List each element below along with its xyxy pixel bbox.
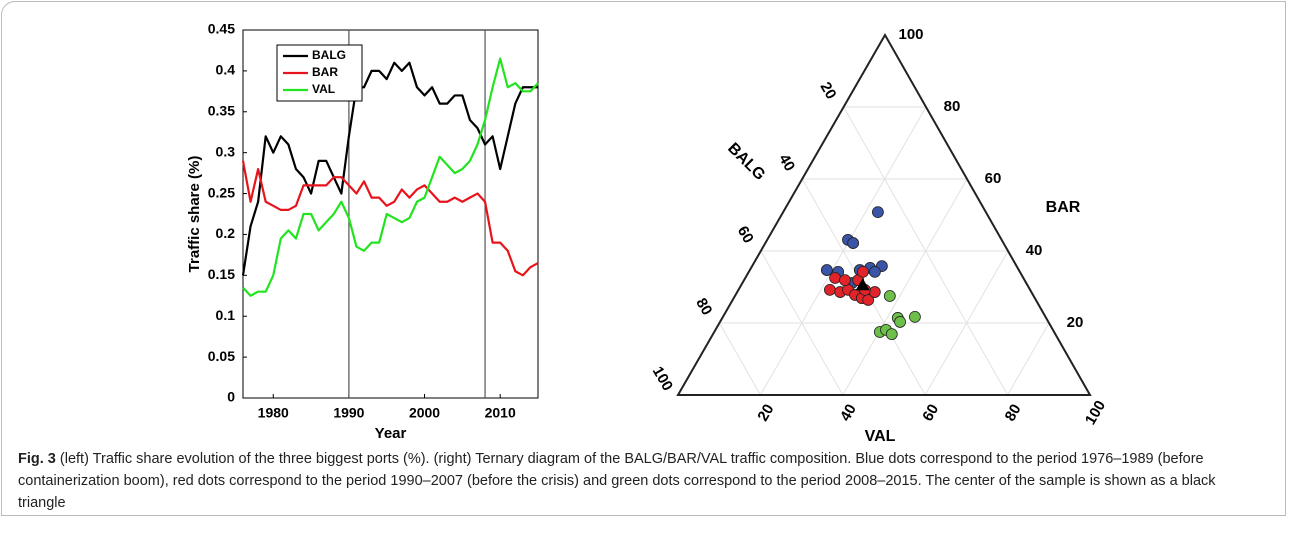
val-tick-label: 40 [837, 401, 860, 424]
figure-frame [1, 1, 1286, 516]
ternary-point [847, 237, 860, 249]
ternary-point [872, 206, 884, 219]
y-tick-label: 0.45 [208, 21, 235, 37]
y-tick-label: 0 [227, 389, 235, 405]
ternary-point [883, 290, 896, 302]
grid-line [718, 322, 761, 396]
y-tick-label: 0.25 [208, 184, 235, 200]
plot-area [242, 29, 539, 399]
ternary-point [820, 264, 833, 276]
grid-line [760, 250, 844, 396]
legend-label: VAL [312, 82, 335, 96]
figure: 0 0.05 0.1 0.15 0.2 0.25 0.3 0.35 0.4 0.45 1980 199… [186, 21, 1109, 445]
caption-text: (left) Traffic share evolution of the th… [18, 451, 1216, 511]
balg-tick-label: 60 [734, 223, 757, 246]
line-series [241, 160, 539, 277]
caption: Fig. 3 (left) Traffic share evolution of… [18, 448, 1248, 514]
x-axis-label: Year [375, 425, 407, 442]
y-tick-label: 0.15 [208, 266, 235, 282]
y-tick-label: 0.1 [216, 307, 236, 323]
ternary-point [868, 265, 881, 278]
balg-tick-label: 40 [775, 151, 798, 174]
bar-tick-label: 60 [985, 170, 1002, 187]
legend-label: BAR [312, 65, 338, 79]
ternary-point [885, 328, 898, 341]
val-tick-label: 20 [754, 401, 777, 424]
grid-line [924, 250, 1009, 396]
axis-label: VAL [865, 428, 896, 445]
val-tick-label: 100 [1082, 398, 1109, 428]
grid-line [1007, 322, 1050, 396]
val-tick-label: 80 [1002, 401, 1025, 424]
grid-line [842, 178, 968, 396]
ternary-point [868, 286, 881, 298]
y-tick-label: 0.35 [208, 102, 235, 118]
x-tick-label: 2010 [485, 405, 516, 421]
x-tick-label: 2000 [409, 405, 440, 421]
axis-label: BAR [1046, 199, 1081, 216]
legend-label: BALG [312, 48, 346, 62]
axis-label: BALG [724, 140, 768, 184]
y-tick-label: 0.05 [208, 348, 235, 364]
bar-tick-label: 20 [1067, 314, 1084, 331]
y-axis-label: Traffic share (%) [186, 156, 203, 273]
bar-tick-label: 80 [944, 98, 961, 115]
ternary-point [909, 310, 921, 323]
balg-tick-label: 100 [649, 364, 676, 394]
balg-tick-label: 20 [817, 79, 840, 102]
ternary-point [894, 316, 906, 328]
y-tick-label: 0.3 [216, 143, 236, 159]
caption-label: Fig. 3 [18, 451, 56, 467]
bar-tick-label: 100 [898, 26, 923, 43]
x-tick-label: 1980 [258, 405, 289, 421]
line-series [241, 61, 538, 276]
y-tick-label: 0.4 [216, 62, 236, 78]
ternary-point [824, 283, 836, 296]
ternary-point [857, 265, 869, 278]
ternary-point [839, 274, 851, 287]
triangle-frame [676, 32, 1092, 396]
ternary-point [829, 272, 841, 284]
val-tick-label: 60 [919, 401, 942, 424]
bar-tick-label: 40 [1026, 242, 1043, 259]
center-marker [855, 278, 870, 291]
y-tick-label: 0.2 [216, 225, 236, 241]
line-series [242, 57, 539, 297]
x-tick-label: 1990 [333, 405, 364, 421]
balg-tick-label: 80 [692, 295, 715, 318]
